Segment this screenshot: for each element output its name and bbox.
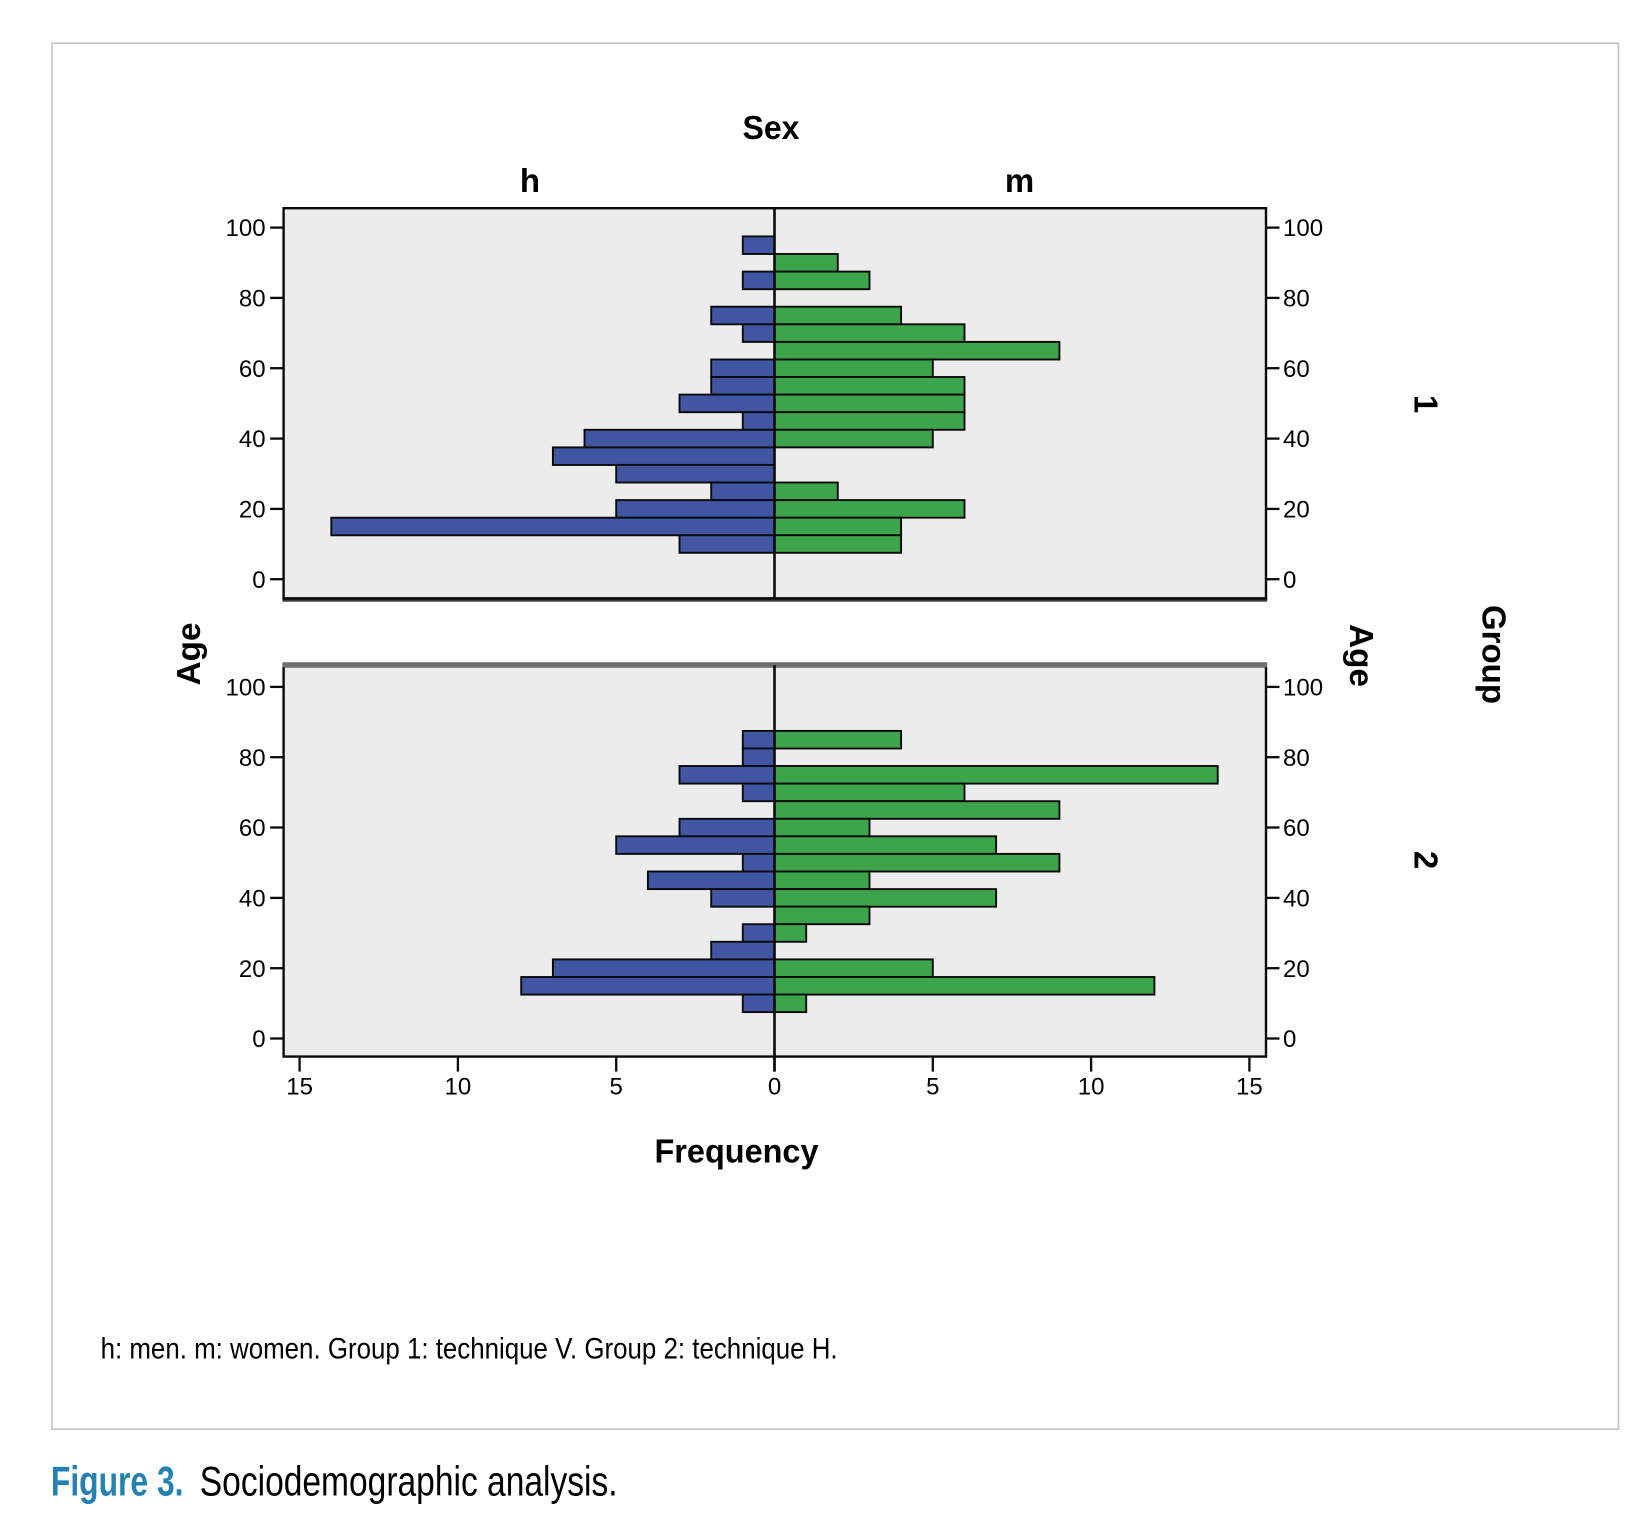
svg-text:60: 60 <box>1283 815 1310 842</box>
svg-text:0: 0 <box>768 1074 781 1101</box>
svg-text:20: 20 <box>1283 497 1310 524</box>
svg-text:100: 100 <box>226 215 266 242</box>
svg-text:5: 5 <box>926 1074 939 1101</box>
svg-text:40: 40 <box>239 426 266 453</box>
svg-text:h: h <box>520 162 540 199</box>
svg-text:1: 1 <box>1408 395 1445 413</box>
svg-text:Age: Age <box>1343 624 1380 687</box>
svg-text:Sociodemographic analysis.: Sociodemographic analysis. <box>200 1457 618 1504</box>
svg-text:0: 0 <box>252 1026 265 1053</box>
svg-text:80: 80 <box>239 286 266 313</box>
svg-text:20: 20 <box>239 956 266 983</box>
svg-text:20: 20 <box>239 497 266 524</box>
svg-text:100: 100 <box>1283 215 1323 242</box>
svg-text:80: 80 <box>1283 745 1310 772</box>
svg-text:15: 15 <box>286 1074 313 1101</box>
svg-text:10: 10 <box>1078 1074 1105 1101</box>
svg-text:10: 10 <box>445 1074 472 1101</box>
svg-text:20: 20 <box>1283 956 1310 983</box>
svg-text:2: 2 <box>1408 851 1445 869</box>
svg-text:0: 0 <box>1283 1026 1296 1053</box>
svg-text:80: 80 <box>239 745 266 772</box>
svg-text:m: m <box>1005 162 1034 199</box>
svg-text:40: 40 <box>239 886 266 913</box>
svg-text:5: 5 <box>610 1074 623 1101</box>
svg-text:Age: Age <box>170 623 207 686</box>
svg-text:40: 40 <box>1283 886 1310 913</box>
svg-text:Group: Group <box>1476 605 1513 704</box>
svg-text:0: 0 <box>1283 567 1296 594</box>
svg-text:h: men. m: women. Group 1: tec: h: men. m: women. Group 1: technique V. … <box>101 1333 838 1366</box>
svg-text:Figure 3.: Figure 3. <box>51 1457 184 1504</box>
svg-text:15: 15 <box>1236 1074 1263 1101</box>
svg-text:60: 60 <box>239 815 266 842</box>
svg-text:Frequency: Frequency <box>655 1132 820 1169</box>
svg-text:100: 100 <box>1283 675 1323 702</box>
svg-text:40: 40 <box>1283 426 1310 453</box>
svg-text:100: 100 <box>226 675 266 702</box>
svg-text:0: 0 <box>252 567 265 594</box>
svg-text:80: 80 <box>1283 286 1310 313</box>
svg-text:60: 60 <box>239 356 266 383</box>
svg-text:60: 60 <box>1283 356 1310 383</box>
svg-text:Sex: Sex <box>743 109 801 146</box>
